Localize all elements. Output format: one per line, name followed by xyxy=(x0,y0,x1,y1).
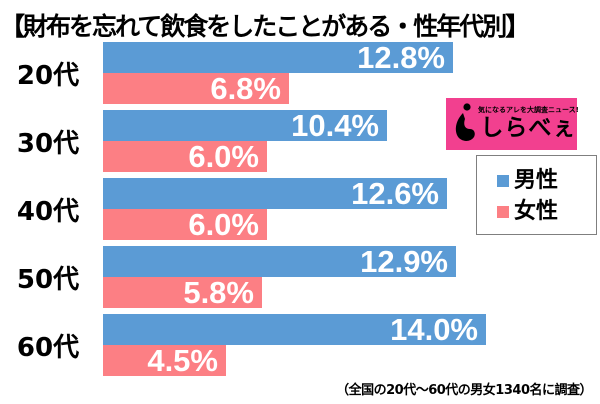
value-label: 6.0% xyxy=(188,207,259,242)
male-bar: 12.8% xyxy=(103,42,453,73)
value-label: 4.5% xyxy=(147,343,218,378)
value-label: 14.0% xyxy=(390,312,478,347)
category-label: 60代 xyxy=(16,332,80,363)
legend-box: 男性 女性 xyxy=(476,155,597,235)
category-label: 20代 xyxy=(16,60,80,91)
bar-pair: 12.9% 5.8% xyxy=(103,246,486,308)
male-bar: 12.6% xyxy=(103,178,447,209)
value-label: 6.8% xyxy=(210,71,281,106)
chart-row: 60代 14.0% 4.5% xyxy=(0,314,486,376)
chart-row: 40代 12.6% 6.0% xyxy=(0,178,486,240)
survey-footnote: （全国の20代～60代の男女1340名に調査） xyxy=(336,383,592,398)
male-bar: 10.4% xyxy=(103,110,387,141)
legend-label-female: 女性 xyxy=(514,199,559,224)
bar-pair: 10.4% 6.0% xyxy=(103,110,486,172)
category-label: 40代 xyxy=(16,196,80,227)
chart-row: 20代 12.8% 6.8% xyxy=(0,42,486,104)
male-bar: 14.0% xyxy=(103,314,486,345)
bar-pair: 12.8% 6.8% xyxy=(103,42,486,104)
female-swatch-icon xyxy=(497,206,509,218)
value-label: 10.4% xyxy=(291,108,379,143)
category-label: 30代 xyxy=(16,128,80,159)
logo-tagline: 気になるアレを大調査ニュース! xyxy=(478,106,579,115)
legend-item-female: 女性 xyxy=(497,198,596,226)
chart-row: 50代 12.9% 5.8% xyxy=(0,246,486,308)
female-bar: 5.8% xyxy=(103,277,262,308)
value-label: 12.9% xyxy=(360,244,448,279)
female-bar: 6.0% xyxy=(103,141,267,172)
shirabee-logo: 気になるアレを大調査ニュース! しらべぇ xyxy=(446,98,579,150)
legend-item-male: 男性 xyxy=(497,167,596,195)
male-swatch-icon xyxy=(497,175,509,187)
female-bar: 6.8% xyxy=(103,73,289,104)
value-label: 6.0% xyxy=(188,139,259,174)
logo-name: しらべぇ xyxy=(480,115,577,142)
female-bar: 6.0% xyxy=(103,209,267,240)
shirabee-logo-icon xyxy=(455,103,475,141)
value-label: 5.8% xyxy=(183,275,254,310)
legend-label-male: 男性 xyxy=(514,168,559,193)
logo-text: 気になるアレを大調査ニュース! しらべぇ xyxy=(478,105,579,143)
female-bar: 4.5% xyxy=(103,345,226,376)
chart-row: 30代 10.4% 6.0% xyxy=(0,110,486,172)
bar-pair: 14.0% 4.5% xyxy=(103,314,486,376)
bar-pair: 12.6% 6.0% xyxy=(103,178,486,240)
category-label: 50代 xyxy=(16,264,80,295)
bar-chart: 20代 12.8% 6.8% 30代 10.4% 6.0% 40代 12.6% 6.0% 50代 1… xyxy=(0,42,486,382)
male-bar: 12.9% xyxy=(103,246,456,277)
value-label: 12.6% xyxy=(351,176,439,211)
value-label: 12.8% xyxy=(357,40,445,75)
chart-title: 【財布を忘れて飲食をしたことがある・性年代別】 xyxy=(0,12,530,41)
